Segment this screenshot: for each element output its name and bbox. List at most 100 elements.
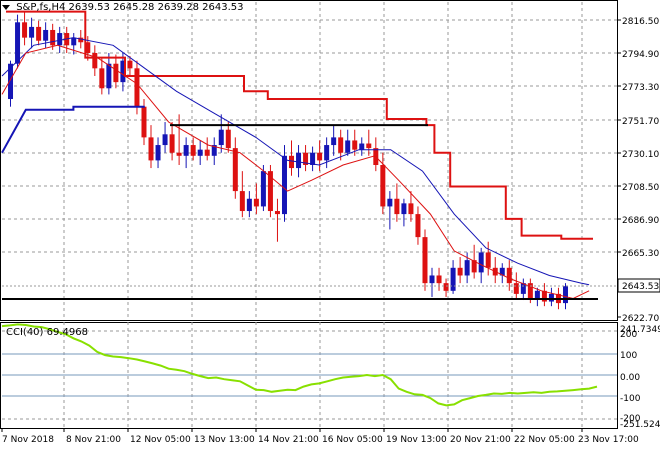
price-label: 2751.70 — [622, 117, 659, 127]
candle-body — [218, 129, 224, 146]
candle-body — [176, 152, 182, 156]
price-label: 2773.30 — [622, 83, 659, 93]
cci-axis-label: 0.00 — [620, 373, 640, 383]
ohlc-values: 2639.53 2645.28 2639.28 2643.53 — [68, 2, 244, 13]
candle-body — [464, 260, 470, 276]
price-label: 2686.90 — [622, 216, 659, 226]
candle-body — [359, 143, 365, 150]
candle-body — [141, 106, 147, 138]
candle-body — [127, 60, 133, 69]
candle-body — [36, 26, 42, 41]
candle-body — [22, 22, 28, 38]
candle-body — [113, 63, 119, 83]
candle-body — [281, 155, 287, 215]
candle-body — [541, 290, 547, 302]
candle-body — [429, 275, 435, 284]
dropdown-triangle-icon[interactable] — [2, 4, 10, 10]
candle-body — [401, 203, 407, 215]
candle-body — [253, 198, 259, 207]
candle-body — [148, 137, 154, 161]
cci-axis-label: 200 — [620, 330, 637, 340]
candle-body — [190, 145, 196, 156]
candle-body — [520, 283, 526, 294]
cci-axis-label: -251.5243 — [620, 420, 660, 430]
candle-body — [289, 155, 295, 169]
candle-body — [303, 152, 309, 165]
price-label: 2708.50 — [622, 183, 659, 193]
candle-body — [267, 171, 273, 212]
candle-body — [225, 129, 231, 149]
candle-body — [239, 191, 245, 212]
candle-body — [134, 68, 140, 107]
candle-body — [120, 60, 126, 83]
candle-body — [211, 145, 217, 156]
candle-body — [155, 145, 161, 161]
main-pane[interactable] — [0, 0, 618, 321]
time-label: 13 Nov 13:00 — [194, 435, 255, 445]
price-label: 2665.30 — [622, 249, 659, 259]
candle-body — [57, 33, 63, 46]
candle-body — [485, 252, 491, 268]
lower-band-line — [1, 105, 145, 154]
candle-body — [85, 42, 91, 53]
candle-body — [29, 26, 35, 38]
candle-body — [274, 211, 280, 215]
candle-body — [71, 37, 77, 46]
candle-body — [183, 145, 189, 156]
candle-body — [436, 275, 442, 284]
time-label: 20 Nov 21:00 — [450, 435, 511, 445]
candle-body — [162, 134, 168, 146]
cci-axis-label: -100 — [620, 394, 641, 404]
candle-body — [380, 165, 386, 207]
candle-body — [548, 293, 554, 302]
time-label: 22 Nov 05:00 — [514, 435, 575, 445]
ma-slow-line — [1, 37, 590, 286]
price-label: 2622.70 — [622, 314, 659, 324]
candle-body — [422, 237, 428, 284]
candle-body — [246, 198, 252, 212]
candle-body — [408, 203, 414, 215]
candle-body — [92, 52, 98, 69]
candle-body — [415, 214, 421, 238]
time-label: 12 Nov 05:00 — [130, 435, 191, 445]
candle-body — [345, 140, 351, 153]
candle-body — [310, 152, 316, 165]
candle-body — [534, 290, 540, 299]
cci-line — [1, 323, 598, 407]
time-label: 19 Nov 13:00 — [386, 435, 447, 445]
candle-body — [15, 22, 21, 64]
candle-body — [331, 137, 337, 146]
candle-body — [352, 140, 358, 150]
candle-body — [260, 171, 266, 207]
indicator-label: CCI(40) 69.4968 — [6, 327, 88, 338]
candle-body — [197, 149, 203, 156]
current-price-label: 2643.53 — [622, 282, 659, 292]
cci-axis-label: 241.7349 — [620, 325, 660, 335]
candle-body — [387, 198, 393, 207]
candle-body — [78, 37, 84, 43]
candle-body — [499, 267, 505, 276]
candle-body — [232, 148, 238, 192]
candle-body — [296, 152, 302, 169]
candle-body — [99, 68, 105, 89]
candle-body — [513, 283, 519, 294]
cci-pane[interactable] — [0, 322, 618, 429]
price-label: 2730.10 — [622, 150, 659, 160]
candle-body — [204, 149, 210, 156]
time-label: 8 Nov 21:00 — [66, 435, 121, 445]
candle-body — [338, 137, 344, 153]
indicator-name: CCI(40) — [6, 327, 44, 338]
chart-header: S&P,fs,H4 2639.53 2645.28 2639.28 2643.5… — [2, 2, 243, 13]
upper-band-line — [6, 10, 593, 240]
candle-body — [50, 29, 56, 46]
candle-body — [527, 283, 533, 299]
current-price-tag — [617, 278, 660, 293]
cci-axis-label: 100 — [620, 351, 637, 361]
candle-body — [562, 286, 568, 304]
candle-body — [478, 252, 484, 273]
time-label: 14 Nov 21:00 — [258, 435, 319, 445]
ma-fast-line — [1, 44, 590, 300]
price-label: 2794.90 — [622, 50, 659, 60]
